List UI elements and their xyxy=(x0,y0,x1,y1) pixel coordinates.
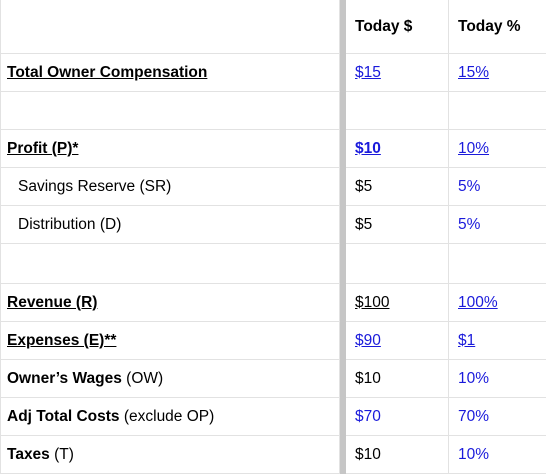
table-row-empty xyxy=(0,92,546,130)
cell-revenue-dollar[interactable]: $100 xyxy=(346,284,449,321)
cell-owners-wages-pct[interactable]: 10% xyxy=(458,369,490,387)
adj-total-costs-label-note: (exclude OP) xyxy=(119,407,215,425)
owners-wages-label-bold: Owner’s Wages xyxy=(7,369,122,387)
taxes-label-abbrev: (T) xyxy=(49,445,74,463)
cell-distribution-dollar[interactable]: $5 xyxy=(346,206,449,243)
cell-expenses-label[interactable]: Expenses (E)** xyxy=(0,322,340,359)
cell-total-owner-compensation-dollar[interactable]: $15 xyxy=(346,54,449,91)
frozen-column-divider[interactable] xyxy=(340,0,346,474)
cell-empty-dollar[interactable] xyxy=(346,244,449,283)
cell-expenses-dollar[interactable]: $90 xyxy=(346,322,449,359)
header-today-pct[interactable]: Today % xyxy=(458,17,521,35)
table-row: Distribution (D) $5 5% xyxy=(0,206,546,244)
cell-adj-total-costs-dollar[interactable]: $70 xyxy=(346,398,449,435)
cell-revenue-pct[interactable]: 100% xyxy=(458,293,498,311)
cell-distribution-label[interactable]: Distribution (D) xyxy=(0,206,340,243)
cell-taxes-dollar[interactable]: $10 xyxy=(346,436,449,473)
table-row: Owner’s Wages (OW) $10 10% xyxy=(0,360,546,398)
table-row: Savings Reserve (SR) $5 5% xyxy=(0,168,546,206)
cell-adj-total-costs-pct[interactable]: 70% xyxy=(458,407,490,425)
cell-revenue-label[interactable]: Revenue (R) xyxy=(0,284,340,321)
cell-taxes-pct[interactable]: 10% xyxy=(458,445,490,463)
cell-owners-wages-label[interactable]: Owner’s Wages (OW) xyxy=(0,360,340,397)
header-row: Today $ Today % xyxy=(0,0,546,54)
owners-wages-label-abbrev: (OW) xyxy=(121,369,164,387)
table-row: Revenue (R) $100 100% xyxy=(0,284,546,322)
header-cell-label[interactable] xyxy=(0,0,340,53)
cell-total-owner-compensation-label[interactable]: Total Owner Compensation xyxy=(0,54,340,91)
cell-profit-dollar[interactable]: $10 xyxy=(346,130,449,167)
cell-empty-label[interactable] xyxy=(0,92,340,129)
table-row: Expenses (E)** $90 $1 xyxy=(0,322,546,360)
table-row: Profit (P)* $10 10% xyxy=(0,130,546,168)
cell-total-owner-compensation-pct[interactable]: 15% xyxy=(458,63,490,81)
cell-distribution-pct[interactable]: 5% xyxy=(458,215,481,233)
cell-adj-total-costs-label[interactable]: Adj Total Costs (exclude OP) xyxy=(0,398,340,435)
cell-profit-label[interactable]: Profit (P)* xyxy=(0,130,340,167)
grid-left-border xyxy=(0,0,1,474)
cell-empty-label[interactable] xyxy=(0,244,340,283)
header-today-dollar[interactable]: Today $ xyxy=(346,0,449,53)
cell-savings-reserve-label[interactable]: Savings Reserve (SR) xyxy=(0,168,340,205)
cell-empty-pct[interactable] xyxy=(449,92,546,129)
cell-savings-reserve-pct[interactable]: 5% xyxy=(458,177,481,195)
cell-expenses-pct[interactable]: $1 xyxy=(458,331,476,349)
cell-empty-dollar[interactable] xyxy=(346,92,449,129)
table-row: Adj Total Costs (exclude OP) $70 70% xyxy=(0,398,546,436)
cell-taxes-label[interactable]: Taxes (T) xyxy=(0,436,340,473)
cell-owners-wages-dollar[interactable]: $10 xyxy=(346,360,449,397)
table-row: Total Owner Compensation $15 15% xyxy=(0,54,546,92)
table-row-empty xyxy=(0,244,546,284)
cell-savings-reserve-dollar[interactable]: $5 xyxy=(346,168,449,205)
taxes-label-bold: Taxes xyxy=(7,445,50,463)
cell-profit-pct[interactable]: 10% xyxy=(458,139,490,157)
cell-empty-pct[interactable] xyxy=(449,244,546,283)
table-row: Taxes (T) $10 10% xyxy=(0,436,546,474)
adj-total-costs-label-bold: Adj Total Costs xyxy=(7,407,120,425)
